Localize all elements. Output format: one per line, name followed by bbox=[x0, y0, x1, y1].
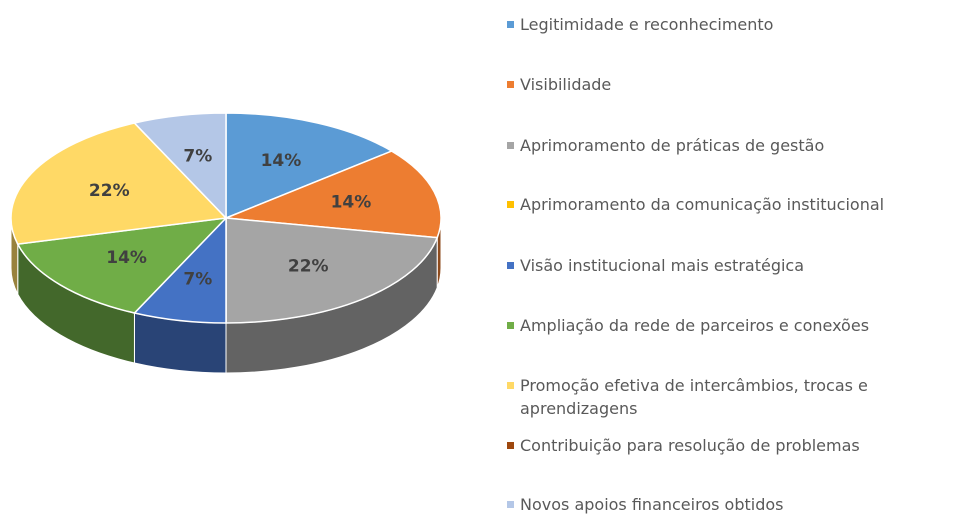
pie-slice bbox=[16, 216, 229, 314]
data-label: 14% bbox=[331, 192, 372, 212]
legend-label: Novos apoios financeiros obtidos bbox=[520, 495, 784, 514]
pie-slice bbox=[132, 112, 227, 220]
pie-slice bbox=[10, 122, 228, 245]
legend-item: Visibilidade bbox=[507, 73, 957, 96]
legend-label: Promoção efetiva de intercâmbios, trocas… bbox=[520, 376, 868, 418]
data-label: 22% bbox=[89, 181, 130, 201]
legend-item: Contribuição para resolução de problemas bbox=[507, 434, 957, 457]
legend-label: Aprimoramento de práticas de gestão bbox=[520, 136, 825, 155]
legend-label: Ampliação da rede de parceiros e conexõe… bbox=[520, 316, 870, 335]
legend-swatch bbox=[507, 142, 514, 149]
legend-label: Aprimoramento da comunicação institucion… bbox=[520, 195, 885, 214]
legend-swatch bbox=[507, 201, 514, 208]
data-label: 7% bbox=[183, 147, 212, 167]
legend-swatch bbox=[507, 81, 514, 88]
pie-slice bbox=[225, 150, 442, 239]
legend-swatch bbox=[507, 262, 514, 269]
legend-swatch bbox=[507, 442, 514, 449]
data-label: 22% bbox=[288, 257, 329, 277]
data-label: 7% bbox=[183, 269, 212, 289]
legend-item: Aprimoramento da comunicação institucion… bbox=[507, 193, 957, 216]
legend-item: Promoção efetiva de intercâmbios, trocas… bbox=[507, 374, 957, 420]
legend-label: Contribuição para resolução de problemas bbox=[520, 436, 860, 455]
data-label: 14% bbox=[261, 151, 302, 171]
pie-slice bbox=[225, 112, 394, 220]
legend-item: Aprimoramento de práticas de gestão bbox=[507, 134, 957, 157]
legend-item: Visão institucional mais estratégica bbox=[507, 254, 957, 277]
data-label: 14% bbox=[106, 248, 147, 268]
legend-swatch bbox=[507, 21, 514, 28]
legend-label: Legitimidade e reconhecimento bbox=[520, 15, 774, 34]
legend-swatch bbox=[507, 322, 514, 329]
legend-swatch bbox=[507, 501, 514, 508]
pie-slice bbox=[225, 217, 439, 324]
legend-label: Visão institucional mais estratégica bbox=[520, 256, 805, 275]
legend-item: Novos apoios financeiros obtidos bbox=[507, 493, 957, 515]
legend-swatch bbox=[507, 382, 514, 389]
pie-plot: 14% 14% 22% 7% 14% 22% 7% bbox=[10, 112, 442, 374]
legend-item: Legitimidade e reconhecimento bbox=[507, 13, 957, 36]
legend-item: Ampliação da rede de parceiros e conexõe… bbox=[507, 314, 957, 337]
legend-label: Visibilidade bbox=[520, 75, 612, 94]
